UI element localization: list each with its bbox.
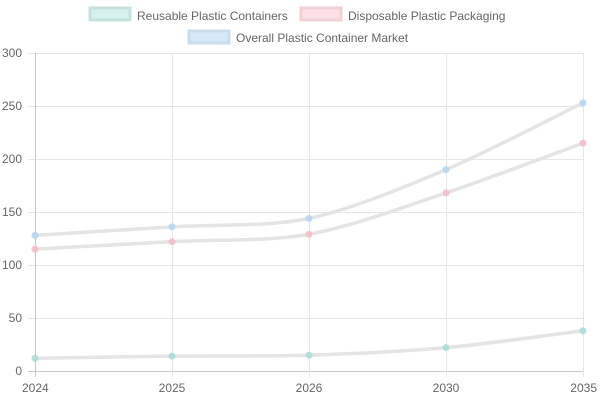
x-tick-label: 2030 xyxy=(433,381,460,395)
legend-swatch xyxy=(88,6,132,22)
chart-series xyxy=(31,99,587,362)
x-tick-label: 2035 xyxy=(570,381,597,395)
series-0 xyxy=(31,327,587,362)
data-point[interactable] xyxy=(579,139,587,147)
legend-item[interactable]: Disposable Plastic Packaging xyxy=(299,6,505,23)
y-axis: 0 50 100 150 200 250 300 xyxy=(2,46,22,378)
data-point[interactable] xyxy=(305,351,313,359)
series-1 xyxy=(31,139,587,253)
chart-legend: Reusable Plastic Containers Disposable Pl… xyxy=(88,6,505,45)
y-tick-label: 150 xyxy=(2,205,22,219)
legend-swatch xyxy=(187,29,231,45)
data-point[interactable] xyxy=(305,214,313,222)
data-point[interactable] xyxy=(31,245,39,253)
data-point[interactable] xyxy=(579,99,587,107)
y-tick-label: 50 xyxy=(9,311,23,325)
data-point[interactable] xyxy=(442,166,450,174)
legend-label: Disposable Plastic Packaging xyxy=(348,9,505,23)
data-point[interactable] xyxy=(168,238,176,246)
data-point[interactable] xyxy=(442,189,450,197)
y-tick-label: 200 xyxy=(2,152,22,166)
data-point[interactable] xyxy=(442,344,450,352)
chart-grid xyxy=(28,53,584,377)
data-point[interactable] xyxy=(31,354,39,362)
data-point[interactable] xyxy=(305,230,313,238)
y-tick-label: 300 xyxy=(2,46,22,60)
legend-label: Overall Plastic Container Market xyxy=(236,31,409,45)
data-point[interactable] xyxy=(579,327,587,335)
y-tick-label: 0 xyxy=(15,364,22,378)
x-tick-label: 2025 xyxy=(159,381,186,395)
series-2 xyxy=(31,99,587,239)
legend-item[interactable]: Overall Plastic Container Market xyxy=(187,29,409,45)
y-tick-label: 100 xyxy=(2,258,22,272)
data-point[interactable] xyxy=(31,231,39,239)
data-point[interactable] xyxy=(168,352,176,360)
x-axis: 2024 2025 2026 2030 2035 xyxy=(22,381,597,395)
y-tick-label: 250 xyxy=(2,99,22,113)
legend-item[interactable]: Reusable Plastic Containers xyxy=(88,6,288,23)
data-point[interactable] xyxy=(168,223,176,231)
legend-swatch xyxy=(299,6,343,22)
x-tick-label: 2024 xyxy=(22,381,49,395)
x-tick-label: 2026 xyxy=(296,381,323,395)
legend-label: Reusable Plastic Containers xyxy=(137,9,288,23)
